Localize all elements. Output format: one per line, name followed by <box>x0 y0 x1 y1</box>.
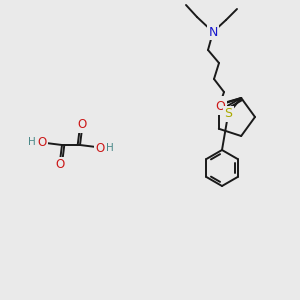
Text: S: S <box>224 107 232 121</box>
Text: O: O <box>216 100 226 113</box>
Text: O: O <box>95 142 105 154</box>
Text: O: O <box>215 98 225 110</box>
Text: H: H <box>28 137 36 147</box>
Text: O: O <box>38 136 46 148</box>
Text: H: H <box>106 143 114 153</box>
Text: N: N <box>208 26 218 38</box>
Text: O: O <box>56 158 64 172</box>
Text: O: O <box>77 118 87 131</box>
